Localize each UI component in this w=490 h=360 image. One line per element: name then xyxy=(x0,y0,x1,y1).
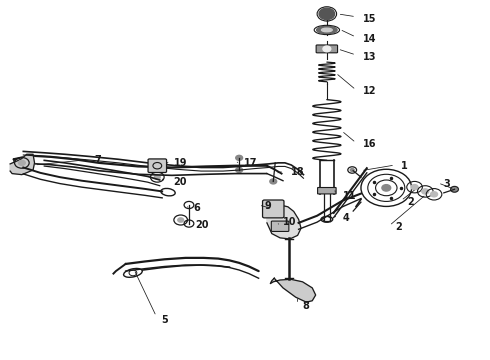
Text: 2: 2 xyxy=(395,222,402,232)
Text: 5: 5 xyxy=(161,315,168,325)
FancyBboxPatch shape xyxy=(271,221,289,231)
Circle shape xyxy=(350,168,354,171)
Text: 20: 20 xyxy=(173,177,186,187)
Circle shape xyxy=(319,8,335,19)
Text: 15: 15 xyxy=(363,14,376,23)
Text: 3: 3 xyxy=(444,179,450,189)
Text: 16: 16 xyxy=(363,139,376,149)
Text: 19: 19 xyxy=(174,158,188,168)
Circle shape xyxy=(178,218,184,222)
Text: 1: 1 xyxy=(401,161,408,171)
Text: 14: 14 xyxy=(363,34,376,44)
Circle shape xyxy=(236,167,243,172)
Circle shape xyxy=(411,185,418,190)
Text: 13: 13 xyxy=(363,52,376,62)
Circle shape xyxy=(154,175,160,179)
Circle shape xyxy=(431,192,438,197)
Circle shape xyxy=(236,156,243,160)
Text: 11: 11 xyxy=(343,191,356,201)
Text: 4: 4 xyxy=(343,212,349,222)
Text: 12: 12 xyxy=(363,86,376,96)
Text: 2: 2 xyxy=(407,197,414,207)
Ellipse shape xyxy=(321,28,332,32)
FancyBboxPatch shape xyxy=(263,200,284,218)
Circle shape xyxy=(323,46,331,52)
Text: 20: 20 xyxy=(196,220,209,230)
Circle shape xyxy=(270,179,277,184)
FancyBboxPatch shape xyxy=(148,159,167,172)
Polygon shape xyxy=(267,205,301,239)
Text: 6: 6 xyxy=(194,203,200,213)
Circle shape xyxy=(451,186,459,192)
Circle shape xyxy=(382,185,391,191)
Text: 7: 7 xyxy=(94,156,101,165)
Polygon shape xyxy=(10,154,34,175)
Circle shape xyxy=(19,160,25,165)
Text: 17: 17 xyxy=(244,158,258,168)
Text: 9: 9 xyxy=(265,201,271,211)
Polygon shape xyxy=(270,278,316,302)
FancyBboxPatch shape xyxy=(316,45,338,53)
FancyBboxPatch shape xyxy=(318,188,336,194)
Text: 18: 18 xyxy=(291,167,304,177)
Text: 8: 8 xyxy=(302,301,309,311)
Ellipse shape xyxy=(317,26,337,33)
Text: 10: 10 xyxy=(283,217,296,227)
Circle shape xyxy=(422,189,429,194)
